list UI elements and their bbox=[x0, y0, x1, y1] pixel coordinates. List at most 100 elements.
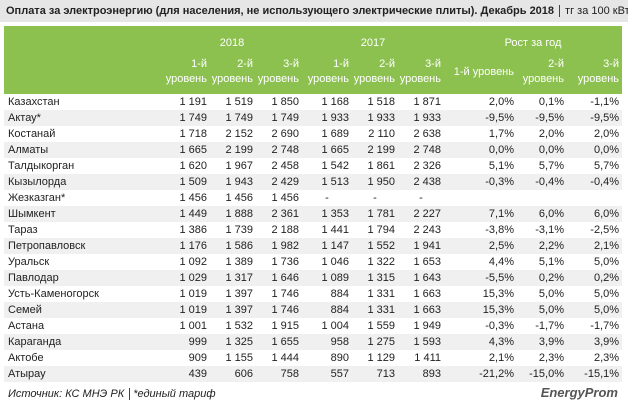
cell: 5,0% bbox=[567, 302, 623, 318]
cell: 1 129 bbox=[367, 352, 395, 364]
cell: 1 322 bbox=[367, 256, 395, 268]
cell: 958 bbox=[302, 334, 352, 350]
cell: 1 004 bbox=[321, 320, 349, 332]
row-label: Усть-Каменогорск bbox=[8, 288, 99, 300]
cell: - bbox=[419, 192, 423, 204]
cell: 1 542 bbox=[321, 160, 349, 172]
subheader: 1-й уровень bbox=[162, 50, 210, 94]
cell: 1 941 bbox=[398, 238, 444, 254]
cell: 1 982 bbox=[256, 238, 302, 254]
subheader: 2-й уровень bbox=[517, 50, 567, 94]
cell: 1 933 bbox=[302, 110, 352, 126]
table-row: Казахстан 1 191 1 519 1 850 1 168 1 518 1 871 2… bbox=[4, 94, 622, 110]
cell: 1 191 bbox=[179, 96, 207, 108]
row-label: Павлодар bbox=[4, 270, 162, 286]
table-row: Усть-Каменогорск 1 019 1 397 1 746 884 1 331 1… bbox=[4, 286, 622, 302]
table-row: Талдыкорган 1 620 1 967 2 458 1 542 1 861 2 32… bbox=[4, 158, 622, 174]
cell: 1 029 bbox=[162, 270, 210, 286]
cell: 1 888 bbox=[210, 206, 256, 222]
cell: 2,1% bbox=[567, 238, 623, 254]
cell: 2 227 bbox=[398, 206, 444, 222]
cell: 4,3% bbox=[444, 334, 517, 350]
cell: 2 748 bbox=[256, 142, 302, 158]
cell: 5,0% bbox=[517, 302, 567, 318]
table-row: Караганда 999 1 325 1 655 958 1 275 1 593 4,3% 3… bbox=[4, 334, 623, 350]
cell: 5,0% bbox=[593, 288, 620, 300]
cell: 1 275 bbox=[352, 334, 398, 350]
cell: 5,7% bbox=[538, 160, 564, 172]
cell: 1 653 bbox=[413, 256, 441, 268]
cell bbox=[567, 190, 622, 206]
row-label: Жезказган* bbox=[8, 192, 66, 204]
table: 2018 2017 Рост за год 1-й уровень 2-й уровен… bbox=[4, 26, 623, 382]
cell: 1 655 bbox=[256, 334, 302, 350]
source: Источник: КС МНЭ РК bbox=[8, 388, 125, 400]
cell: -9,5% bbox=[444, 110, 517, 126]
cell: 1 168 bbox=[321, 96, 349, 108]
cell: -1,7% bbox=[535, 320, 564, 332]
cell: 1 559 bbox=[367, 320, 395, 332]
cell: 1 552 bbox=[352, 238, 398, 254]
cell: 2 243 bbox=[413, 224, 441, 236]
cell: 6,0% bbox=[567, 206, 623, 222]
cell: 1 386 bbox=[179, 224, 207, 236]
cell: -9,5% bbox=[567, 110, 623, 126]
subheader: 3-й уровень bbox=[567, 50, 623, 94]
cell: 1 441 bbox=[321, 224, 349, 236]
cell: 5,0% bbox=[593, 256, 620, 268]
cell: 1 456 bbox=[225, 192, 253, 204]
table-row: Тараз 1 386 1 739 2 188 1 441 1 794 2 243 -3,8%… bbox=[4, 222, 622, 238]
row-label: Актау* bbox=[4, 110, 162, 126]
cell: 1 593 bbox=[398, 334, 444, 350]
row-label: Шымкент bbox=[4, 206, 162, 222]
cell: -2,5% bbox=[590, 224, 620, 236]
cell: 2,0% bbox=[488, 96, 514, 108]
cell: 1 749 bbox=[256, 110, 302, 126]
cell: 1 411 bbox=[414, 352, 441, 364]
cell: 1 736 bbox=[271, 256, 299, 268]
table-row: Семей 1 019 1 397 1 746 884 1 331 1 663 15,3% 5,… bbox=[4, 302, 623, 318]
cell: 1 317 bbox=[210, 270, 256, 286]
cell: 2,3% bbox=[593, 352, 620, 364]
subheader: 1-й уровень bbox=[302, 50, 352, 94]
row-label: Семей bbox=[4, 302, 162, 318]
cell: 1 331 bbox=[352, 302, 398, 318]
table-row: Кызылорда 1 509 1 943 2 429 1 513 1 950 2 438-… bbox=[4, 174, 623, 190]
subheader: 2-й уровень bbox=[210, 50, 256, 94]
cell: 2 188 bbox=[271, 224, 299, 236]
table-row: Алматы 1 665 2 199 2 748 1 665 2 199 2 748 0,0%… bbox=[4, 142, 623, 158]
subheader: 3-й уровень bbox=[398, 50, 444, 94]
cell: 2 638 bbox=[413, 128, 441, 140]
table-row: Атырау 439 606 758 557 713 893 -21,2% -15,0% -15,… bbox=[4, 366, 623, 382]
group-header: Рост за год bbox=[444, 26, 623, 50]
note: *единый тариф bbox=[129, 388, 216, 400]
table-row: Актобе 909 1 155 1 444 890 1 129 1 411 2,1% 2,3%… bbox=[4, 350, 622, 366]
cell: 1 794 bbox=[367, 224, 395, 236]
row-label: Астана bbox=[8, 320, 45, 332]
row-label: Атырау bbox=[4, 366, 162, 382]
cell: 2,5% bbox=[444, 238, 517, 254]
table-row: Уральск 1 092 1 389 1 736 1 046 1 322 1 653 4,4… bbox=[4, 254, 622, 270]
table-row: Костанай 1 718 2 152 2 690 1 689 2 110 2 638 1,… bbox=[4, 126, 622, 142]
cell: -0,4% bbox=[517, 174, 567, 190]
cell: 1 444 bbox=[271, 352, 299, 364]
cell: 2 690 bbox=[271, 128, 299, 140]
cell: 1 861 bbox=[367, 160, 395, 172]
cell: 1 663 bbox=[413, 288, 441, 300]
cell: 1 620 bbox=[179, 160, 207, 172]
row-label: Казахстан bbox=[8, 96, 60, 108]
cell: 1 643 bbox=[398, 270, 444, 286]
cell: 1 739 bbox=[225, 224, 253, 236]
cell: 2 152 bbox=[225, 128, 253, 140]
cell: 5,1% bbox=[538, 256, 564, 268]
row-label: Актобе bbox=[8, 352, 44, 364]
cell: 1 943 bbox=[210, 174, 256, 190]
cell: -15,1% bbox=[567, 366, 623, 382]
cell: 890 bbox=[330, 352, 349, 364]
cell: 4,4% bbox=[488, 256, 514, 268]
cell: -0,3% bbox=[444, 174, 517, 190]
row-label: Караганда bbox=[4, 334, 162, 350]
cell: 2,2% bbox=[517, 238, 567, 254]
cell: 15,3% bbox=[444, 302, 517, 318]
